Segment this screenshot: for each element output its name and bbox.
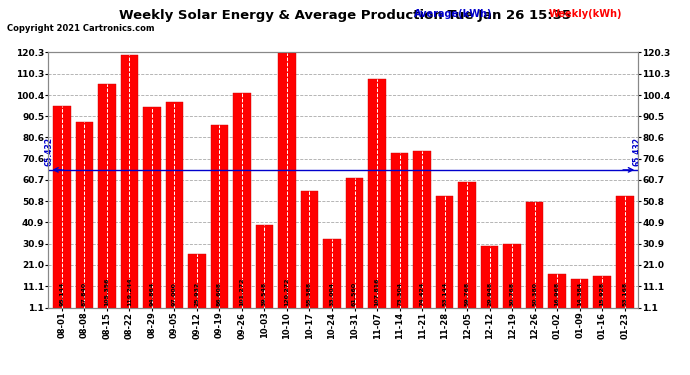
Bar — [346, 178, 364, 308]
Bar — [278, 53, 296, 308]
Bar — [436, 196, 453, 308]
Text: 86.608: 86.608 — [217, 282, 222, 306]
Text: Copyright 2021 Cartronics.com: Copyright 2021 Cartronics.com — [7, 24, 155, 33]
Bar — [233, 93, 250, 308]
Text: 105.356: 105.356 — [104, 278, 109, 306]
Text: 30.768: 30.768 — [510, 282, 515, 306]
Text: 15.928: 15.928 — [600, 282, 604, 306]
Bar — [458, 182, 476, 308]
Text: 25.932: 25.932 — [195, 282, 199, 306]
Text: 95.144: 95.144 — [59, 282, 64, 306]
Text: 87.840: 87.840 — [82, 282, 87, 306]
Text: 101.272: 101.272 — [239, 278, 244, 306]
Bar — [166, 102, 183, 308]
Bar — [526, 202, 544, 308]
Text: 107.816: 107.816 — [375, 278, 380, 306]
Text: 14.384: 14.384 — [578, 282, 582, 306]
Text: 94.864: 94.864 — [149, 282, 155, 306]
Bar — [188, 254, 206, 308]
Text: Weekly Solar Energy & Average Production Tue Jan 26 15:35: Weekly Solar Energy & Average Production… — [119, 9, 571, 22]
Bar — [98, 84, 116, 308]
Bar — [481, 246, 498, 308]
Text: 61.560: 61.560 — [352, 282, 357, 306]
Bar — [504, 244, 521, 308]
Bar — [571, 279, 589, 308]
Text: 16.968: 16.968 — [555, 282, 560, 306]
Text: 73.304: 73.304 — [397, 282, 402, 306]
Text: 53.168: 53.168 — [622, 282, 627, 306]
Bar — [323, 239, 341, 308]
Text: 39.548: 39.548 — [262, 282, 267, 306]
Bar — [368, 79, 386, 308]
Text: 29.948: 29.948 — [487, 282, 492, 306]
Bar — [121, 55, 138, 308]
Bar — [391, 153, 408, 308]
Text: 33.004: 33.004 — [330, 282, 335, 306]
Text: 65.432: 65.432 — [45, 136, 54, 166]
Bar — [549, 273, 566, 308]
Bar — [301, 191, 318, 308]
Bar — [413, 151, 431, 308]
Bar — [75, 122, 93, 308]
Text: 53.144: 53.144 — [442, 282, 447, 306]
Text: 55.388: 55.388 — [307, 282, 312, 306]
Text: 120.272: 120.272 — [284, 278, 290, 306]
Text: Weekly(kWh): Weekly(kWh) — [549, 9, 622, 20]
Text: 74.424: 74.424 — [420, 282, 424, 306]
Text: 59.768: 59.768 — [464, 282, 470, 306]
Text: Average(kWh): Average(kWh) — [414, 9, 493, 20]
Bar — [593, 276, 611, 308]
Bar — [256, 225, 273, 308]
Text: 50.380: 50.380 — [532, 282, 538, 306]
Text: 65.432: 65.432 — [633, 136, 642, 166]
Bar — [616, 196, 633, 308]
Bar — [143, 107, 161, 307]
Bar — [210, 124, 228, 308]
Bar — [53, 106, 70, 308]
Text: 97.000: 97.000 — [172, 282, 177, 306]
Text: 119.244: 119.244 — [127, 278, 132, 306]
